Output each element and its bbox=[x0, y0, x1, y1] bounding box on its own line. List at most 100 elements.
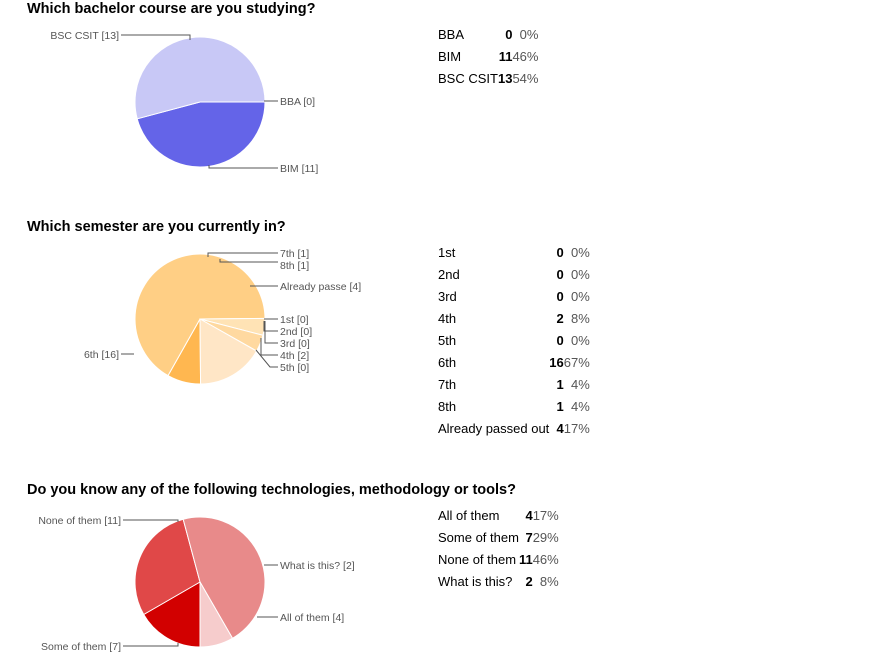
table-row: Some of them 7 29% bbox=[438, 526, 559, 548]
table-row: What is this? 2 8% bbox=[438, 570, 559, 592]
row-percent: 4% bbox=[571, 398, 590, 414]
chart-1-label-bba: BBA [0] bbox=[280, 96, 315, 108]
chart-1-leader-bim bbox=[208, 165, 278, 169]
row-percent: 8% bbox=[539, 573, 559, 589]
chart-3-leader-some bbox=[123, 643, 179, 647]
row-label: 1st bbox=[438, 244, 456, 260]
row-label: Some of them bbox=[438, 529, 519, 545]
chart-3-label-none: None of them [11] bbox=[38, 515, 121, 527]
table-row: 5th 0 0% bbox=[438, 329, 590, 351]
chart-2-slice-already-passed-out bbox=[199, 318, 258, 385]
table-row: 7th 1 4% bbox=[438, 373, 590, 395]
chart-3-table: All of them 4 17% Some of them 7 29% None of t… bbox=[438, 504, 559, 592]
chart-2-leader-3rd bbox=[264, 321, 278, 344]
row-label: 5th bbox=[438, 332, 457, 348]
chart-1-slice-bim bbox=[136, 101, 266, 168]
chart-2-title: Which semester are you currently in? bbox=[27, 219, 286, 235]
table-row: BIM 11 46% bbox=[438, 45, 538, 67]
chart-3-label-what: What is this? [2] bbox=[280, 560, 355, 572]
row-percent: 46% bbox=[532, 551, 559, 567]
row-percent: 8% bbox=[571, 310, 590, 326]
chart-2-slice-6th bbox=[134, 253, 266, 377]
chart-1-label-bim: BIM [11] bbox=[280, 163, 318, 175]
row-label: BIM bbox=[438, 48, 462, 64]
chart-3-label-some: Some of them [7] bbox=[41, 641, 121, 653]
chart-2-pie: 7th [1] 8th [1] Already passe [4] 1st [0… bbox=[84, 248, 361, 385]
row-count: 0 bbox=[556, 266, 564, 282]
chart-1-title: Which bachelor course are you studying? bbox=[27, 1, 316, 17]
chart-1-leader-bsc-csit bbox=[121, 34, 191, 40]
row-count: 0 bbox=[556, 288, 564, 304]
row-percent: 0% bbox=[571, 266, 590, 282]
chart-1-table: BBA 0 0% BIM 11 46% BSC CSIT 13 54% bbox=[438, 23, 538, 89]
row-count: 2 bbox=[525, 573, 533, 589]
chart-2-label-7th: 7th [1] bbox=[280, 248, 309, 260]
row-label: BBA bbox=[438, 26, 465, 42]
chart-1-label-bsc-csit: BSC CSIT [13] bbox=[50, 30, 119, 42]
chart-3-slice-all-of-them bbox=[143, 581, 201, 648]
row-label: What is this? bbox=[438, 573, 513, 589]
row-count: 1 bbox=[556, 376, 564, 392]
table-row: 2nd 0 0% bbox=[438, 263, 590, 285]
row-count: 0 bbox=[556, 332, 564, 348]
chart-3-slices bbox=[134, 516, 266, 648]
table-row: BBA 0 0% bbox=[438, 23, 538, 45]
chart-2-label-passed: Already passe [4] bbox=[280, 281, 361, 293]
row-label: All of them bbox=[438, 507, 500, 523]
row-label: 4th bbox=[438, 310, 457, 326]
row-percent: 17% bbox=[532, 507, 559, 523]
row-label: 8th bbox=[438, 398, 457, 414]
chart-2-label-4th: 4th [2] bbox=[280, 350, 309, 362]
chart-3-slice-what-is-this bbox=[199, 580, 234, 648]
row-count: 16 bbox=[549, 354, 564, 370]
row-percent: 0% bbox=[519, 26, 539, 42]
table-row: 6th 16 67% bbox=[438, 351, 590, 373]
row-percent: 0% bbox=[571, 244, 590, 260]
table-row: None of them 11 46% bbox=[438, 548, 559, 570]
chart-2-leader-8th bbox=[219, 259, 278, 263]
row-percent: 67% bbox=[563, 354, 590, 370]
chart-2-label-5th: 5th [0] bbox=[280, 362, 309, 374]
row-label: Already passed out bbox=[438, 420, 550, 436]
row-percent: 0% bbox=[571, 332, 590, 348]
chart-2-label-2nd: 2nd [0] bbox=[280, 326, 312, 338]
row-count: 0 bbox=[556, 244, 564, 260]
table-row: 4th 2 8% bbox=[438, 307, 590, 329]
row-count: 4 bbox=[525, 507, 533, 523]
row-label: BSC CSIT bbox=[438, 70, 498, 86]
chart-1-pie: BSC CSIT [13] BBA [0] BIM [11] bbox=[50, 30, 318, 175]
chart-1-slice-bsc-csit bbox=[134, 36, 266, 120]
row-percent: 0% bbox=[571, 288, 590, 304]
table-row: Already passed out 4 17% bbox=[438, 417, 590, 439]
row-count: 0 bbox=[505, 26, 513, 42]
table-row: 8th 1 4% bbox=[438, 395, 590, 417]
chart-2-label-8th: 8th [1] bbox=[280, 260, 309, 272]
chart-2-slices bbox=[134, 253, 266, 385]
row-percent: 46% bbox=[512, 48, 539, 64]
row-count: 11 bbox=[518, 551, 533, 567]
chart-3-pie: None of them [11] What is this? [2] All … bbox=[38, 515, 355, 653]
chart-2-leader-7th bbox=[207, 252, 278, 257]
row-percent: 54% bbox=[512, 70, 539, 86]
chart-2-leader-4th bbox=[260, 338, 278, 356]
chart-2-table-body: 1st 0 0% 2nd 0 0% 3rd 0 0% 4th 2 8% 5th 0 0% 6th 16 67% 7t… bbox=[438, 241, 590, 439]
chart-3-slice-none-of-them bbox=[182, 516, 266, 639]
row-percent: 4% bbox=[571, 376, 590, 392]
row-label: None of them bbox=[438, 551, 517, 567]
row-label: 7th bbox=[438, 376, 457, 392]
chart-2-label-1st: 1st [0] bbox=[280, 314, 309, 326]
row-count: 7 bbox=[525, 529, 533, 545]
table-row: 1st 0 0% bbox=[438, 241, 590, 263]
chart-1-table-body: BBA 0 0% BIM 11 46% BSC CSIT 13 54% bbox=[438, 23, 538, 89]
chart-2-leader-5th bbox=[255, 349, 278, 368]
row-count: 13 bbox=[497, 70, 513, 86]
chart-3-label-all: All of them [4] bbox=[280, 612, 344, 624]
row-count: 1 bbox=[556, 398, 564, 414]
chart-1-slices bbox=[134, 36, 266, 168]
table-row: 3rd 0 0% bbox=[438, 285, 590, 307]
chart-3-leader-none bbox=[123, 519, 179, 522]
chart-3-title: Do you know any of the following technol… bbox=[27, 482, 516, 498]
table-row: BSC CSIT 13 54% bbox=[438, 67, 538, 89]
row-label: 2nd bbox=[438, 266, 460, 282]
row-percent: 17% bbox=[563, 420, 590, 436]
